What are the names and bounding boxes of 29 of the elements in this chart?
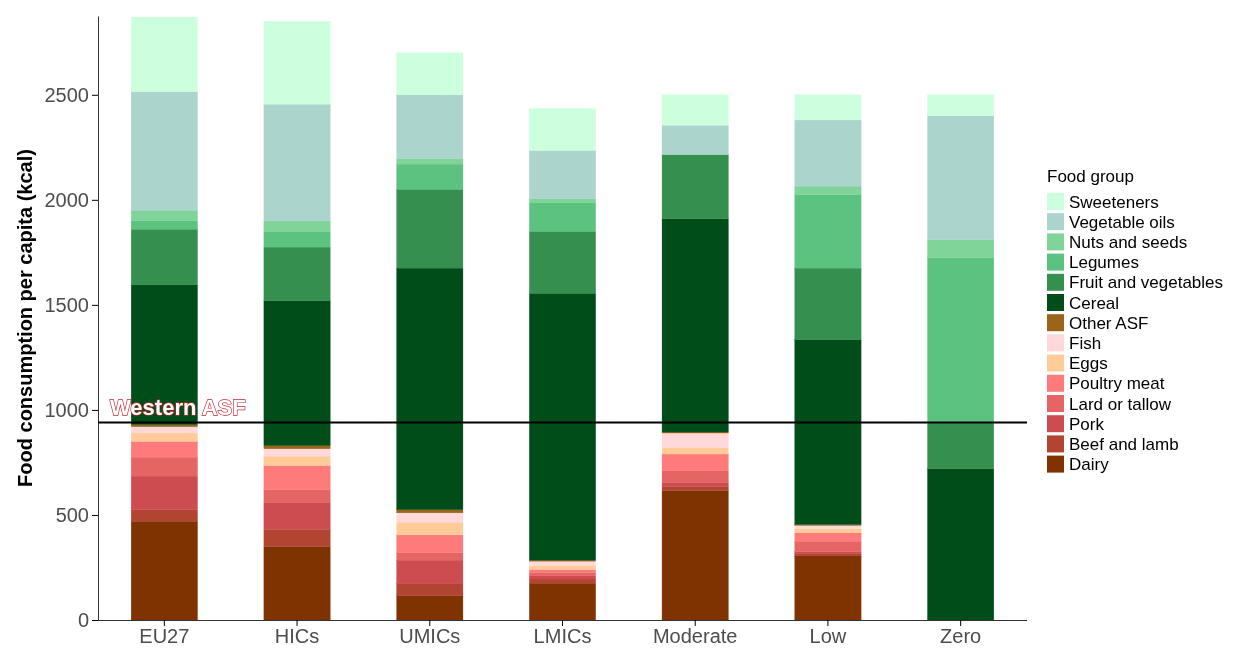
y-axis-title: Food consumption per capita (kcal) <box>14 149 36 487</box>
legend-label: Eggs <box>1069 354 1108 374</box>
y-tick-label: 1500 <box>44 293 89 316</box>
legend-label: Other ASF <box>1069 313 1149 333</box>
legend-label: Cereal <box>1069 293 1120 313</box>
legend-label: Vegetable oils <box>1069 212 1175 232</box>
x-tick-label: HICs <box>274 625 320 648</box>
x-tick-label: LMICs <box>533 625 592 648</box>
x-tick-label: UMICs <box>399 625 461 648</box>
y-tick-label: 0 <box>77 608 89 631</box>
legend-label: Legumes <box>1069 253 1139 273</box>
x-tick-label: Moderate <box>652 625 738 648</box>
y-tick-label: 1000 <box>44 398 89 421</box>
legend-label: Poultry meat <box>1069 374 1165 394</box>
legend-label: Pork <box>1069 414 1105 434</box>
x-tick-label: EU27 <box>139 625 190 648</box>
legend-label: Dairy <box>1069 455 1110 475</box>
x-tick-label: Zero <box>940 625 982 648</box>
y-tick-label: 2000 <box>44 188 89 211</box>
y-tick-label: 500 <box>55 503 89 526</box>
legend-label: Nuts and seeds <box>1069 232 1188 252</box>
x-tick-label: Low <box>809 625 847 648</box>
legend-label: Sweeteners <box>1069 192 1159 212</box>
y-tick-label: 2500 <box>44 83 89 106</box>
legend-label: Fish <box>1069 333 1102 353</box>
legend-label: Lard or tallow <box>1069 394 1172 414</box>
legend-label: Beef and lamb <box>1069 434 1179 454</box>
legend-label: Fruit and vegetables <box>1069 273 1224 293</box>
legend-title: Food group <box>1047 167 1134 186</box>
